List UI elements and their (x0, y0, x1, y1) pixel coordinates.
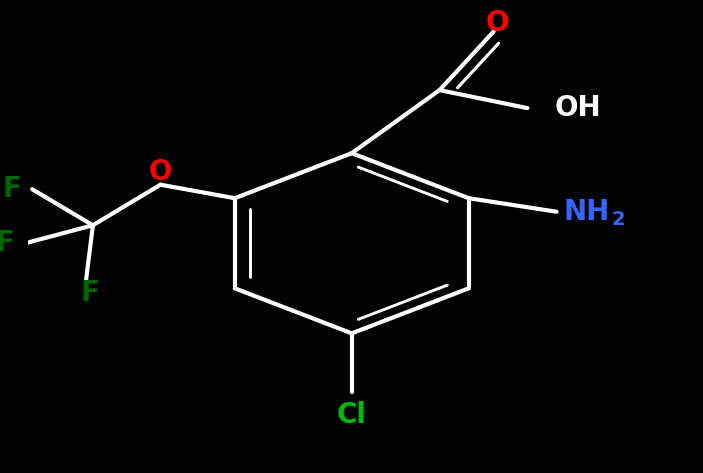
Text: F: F (80, 279, 99, 307)
Text: NH: NH (563, 198, 610, 226)
Text: O: O (149, 158, 172, 186)
Text: F: F (0, 229, 15, 257)
Text: Cl: Cl (337, 401, 367, 429)
Text: F: F (2, 175, 21, 203)
Text: O: O (485, 9, 509, 36)
Text: 2: 2 (612, 210, 626, 229)
Text: OH: OH (555, 94, 601, 122)
